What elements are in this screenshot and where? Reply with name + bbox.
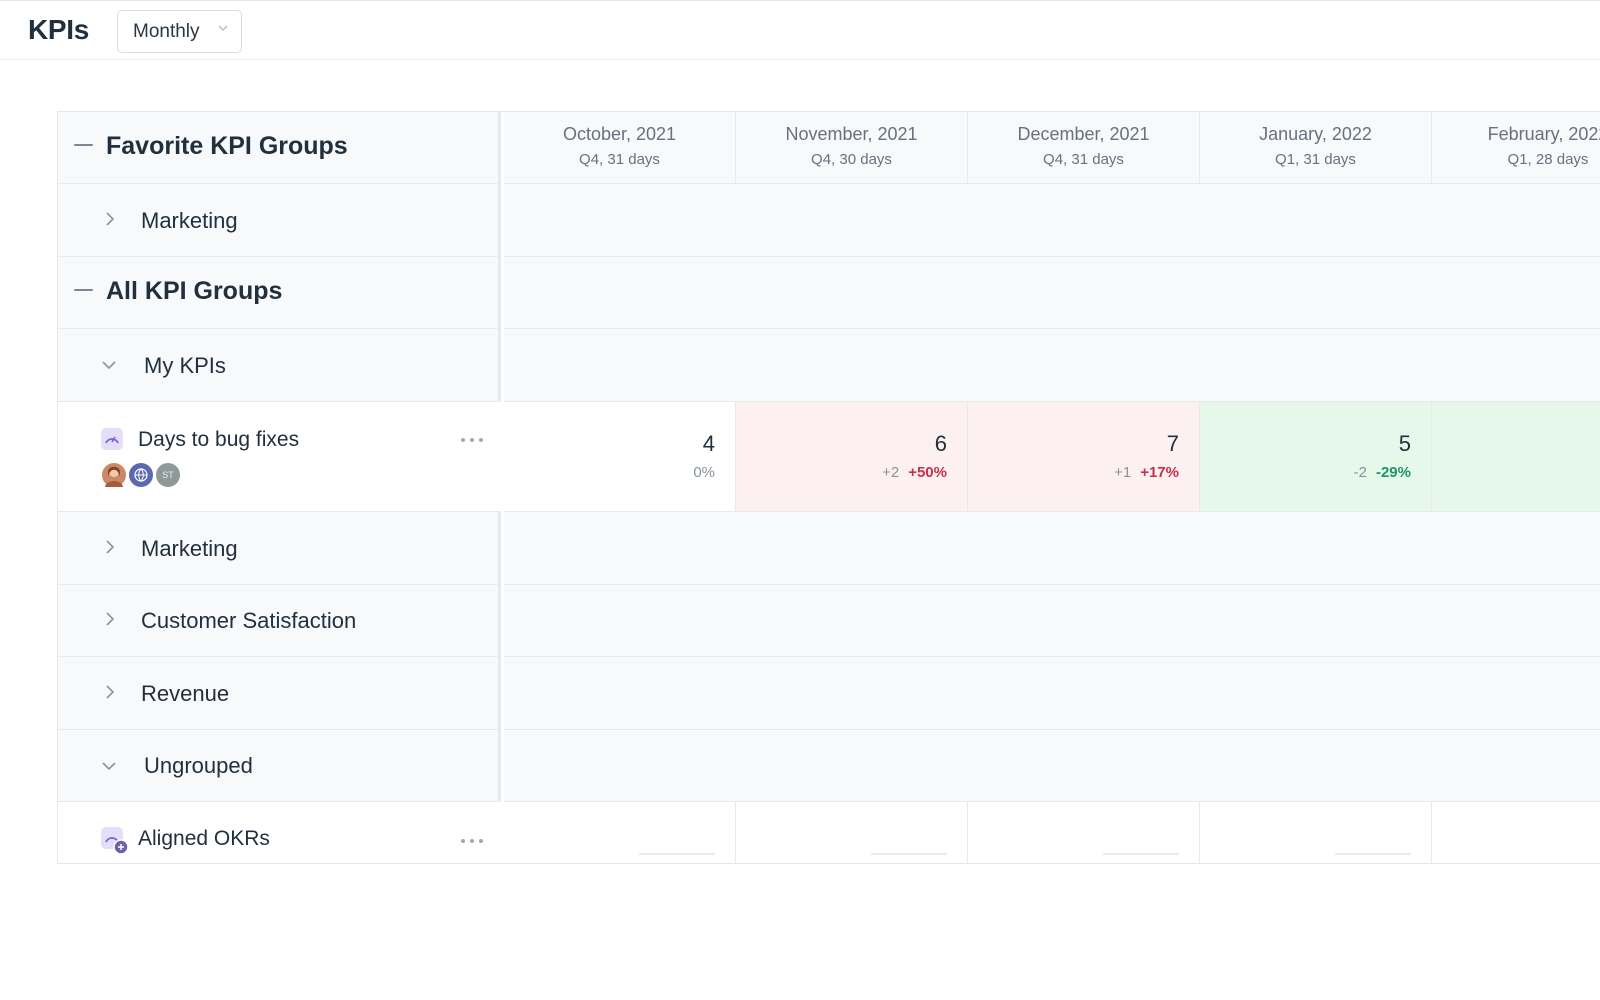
column-header: January, 2022 Q1, 31 days [1200, 112, 1432, 183]
group-row-my-kpis[interactable]: My KPIs [58, 329, 501, 402]
column-sub: Q1, 28 days [1507, 151, 1589, 168]
delta-absolute: +2 [882, 464, 900, 481]
delta-percent: -29% [1375, 464, 1411, 481]
kpi-tree: Favorite KPI Groups Marketing All KPI Gr… [58, 112, 501, 863]
column-month: February, 2022 [1487, 124, 1600, 144]
collapse-icon[interactable] [74, 289, 93, 291]
group-label: Revenue [141, 681, 230, 706]
delta-percent: +50% [908, 464, 947, 481]
column-sub: Q1, 31 days [1275, 151, 1356, 168]
kpi-grid: Favorite KPI Groups Marketing All KPI Gr… [57, 111, 1600, 864]
cell-delta: 0% [693, 464, 715, 481]
aligned-okr-icon [101, 827, 129, 855]
column-header: December, 2021 Q4, 31 days [968, 112, 1200, 183]
delta-absolute: -2 [1353, 464, 1367, 481]
timeline-row [504, 512, 1600, 585]
delta-absolute: +1 [1114, 464, 1132, 481]
kpi-cell[interactable] [1432, 402, 1600, 511]
group-label: My KPIs [144, 353, 226, 378]
group-row-marketing-favorite[interactable]: Marketing [58, 184, 501, 257]
kpi-cell[interactable]: 5 -2 -29% [1200, 402, 1432, 511]
loading-placeholder [1335, 853, 1411, 855]
timeline-row [504, 657, 1600, 730]
timeline-row [504, 329, 1600, 402]
timeline-row [504, 184, 1600, 257]
avatar[interactable] [100, 461, 128, 489]
chevron-right-icon[interactable] [102, 539, 118, 555]
timeline-row [504, 585, 1600, 657]
column-month: October, 2021 [562, 124, 677, 144]
column-month: November, 2021 [785, 124, 918, 144]
kpi-cell[interactable] [1200, 802, 1432, 863]
chevron-right-icon[interactable] [102, 211, 118, 227]
column-header: February, 2022 Q1, 28 days [1432, 112, 1600, 183]
group-label: Customer Satisfaction [141, 608, 357, 633]
section-label: Favorite KPI Groups [106, 132, 348, 160]
chevron-down-icon[interactable] [101, 758, 117, 774]
group-label: Marketing [141, 536, 238, 561]
kpi-cell[interactable] [504, 802, 736, 863]
column-month: January, 2022 [1259, 124, 1372, 144]
kpi-cell[interactable] [736, 802, 968, 863]
gauge-icon [101, 428, 123, 450]
loading-placeholder [1103, 853, 1179, 855]
column-month: December, 2021 [1017, 124, 1150, 144]
cell-value: 5 [1398, 431, 1411, 456]
timeline-header: October, 2021 Q4, 31 days November, 2021… [504, 112, 1600, 184]
column-header: November, 2021 Q4, 30 days [736, 112, 968, 183]
kpi-row-aligned-okrs[interactable]: Aligned OKRs [58, 802, 501, 863]
kpi-cell[interactable]: 6 +2 +50% [736, 402, 968, 511]
more-options-icon[interactable] [460, 436, 484, 444]
timeline-row [504, 257, 1600, 329]
timeline-row [504, 730, 1600, 802]
loading-placeholder [639, 853, 715, 855]
column-sub: Q4, 31 days [579, 151, 660, 168]
kpi-cell[interactable] [1432, 802, 1600, 863]
delta-percent: 0% [693, 464, 715, 481]
group-row-customer-satisfaction[interactable]: Customer Satisfaction [58, 585, 501, 657]
cell-delta: +2 +50% [882, 464, 947, 481]
column-sub: Q4, 30 days [811, 151, 892, 168]
column-sub: Q4, 31 days [1043, 151, 1124, 168]
timeline: October, 2021 Q4, 31 days November, 2021… [504, 112, 1600, 863]
cell-value: 7 [1166, 431, 1179, 456]
avatar[interactable]: ST [154, 461, 182, 489]
kpi-values-days-to-bug-fixes: 4 0% 6 +2 +50% 7 +1 +17% 5 -2 -29% [504, 402, 1600, 512]
globe-icon [134, 468, 148, 482]
collapse-icon[interactable] [74, 144, 93, 146]
delta-percent: +17% [1140, 464, 1179, 481]
group-label: Marketing [141, 208, 238, 233]
period-select-value: Monthly [133, 20, 200, 42]
kpi-cell[interactable]: 4 0% [504, 402, 736, 511]
chevron-down-icon [218, 25, 228, 31]
chevron-right-icon[interactable] [102, 611, 118, 627]
more-options-icon[interactable] [460, 837, 484, 845]
chevron-right-icon[interactable] [102, 684, 118, 700]
group-row-revenue[interactable]: Revenue [58, 657, 501, 730]
period-select[interactable]: Monthly [117, 10, 242, 53]
kpi-cell[interactable]: 7 +1 +17% [968, 402, 1200, 511]
section-all[interactable]: All KPI Groups [58, 257, 501, 329]
cell-value: 6 [934, 431, 947, 456]
kpi-name[interactable]: Days to bug fixes [138, 428, 300, 451]
section-favorites[interactable]: Favorite KPI Groups [58, 112, 501, 184]
group-row-marketing[interactable]: Marketing [58, 512, 501, 585]
chevron-down-icon[interactable] [101, 357, 117, 373]
loading-placeholder [871, 853, 947, 855]
group-row-ungrouped[interactable]: Ungrouped [58, 730, 501, 802]
owner-avatars: ST [100, 461, 190, 489]
group-label: Ungrouped [144, 753, 253, 778]
kpi-cell[interactable] [968, 802, 1200, 863]
top-bar: KPIs Monthly [0, 0, 1600, 60]
kpi-row-days-to-bug-fixes[interactable]: Days to bug fixes ST [58, 402, 501, 512]
page-title: KPIs [28, 14, 90, 45]
section-label: All KPI Groups [106, 277, 283, 305]
avatar[interactable] [127, 461, 155, 489]
kpi-name[interactable]: Aligned OKRs [138, 827, 270, 850]
cell-value: 4 [702, 431, 715, 456]
cell-delta: -2 -29% [1354, 464, 1411, 481]
kpi-values-aligned-okrs [504, 802, 1600, 863]
column-header: October, 2021 Q4, 31 days [504, 112, 736, 183]
cell-delta: +1 +17% [1114, 464, 1179, 481]
